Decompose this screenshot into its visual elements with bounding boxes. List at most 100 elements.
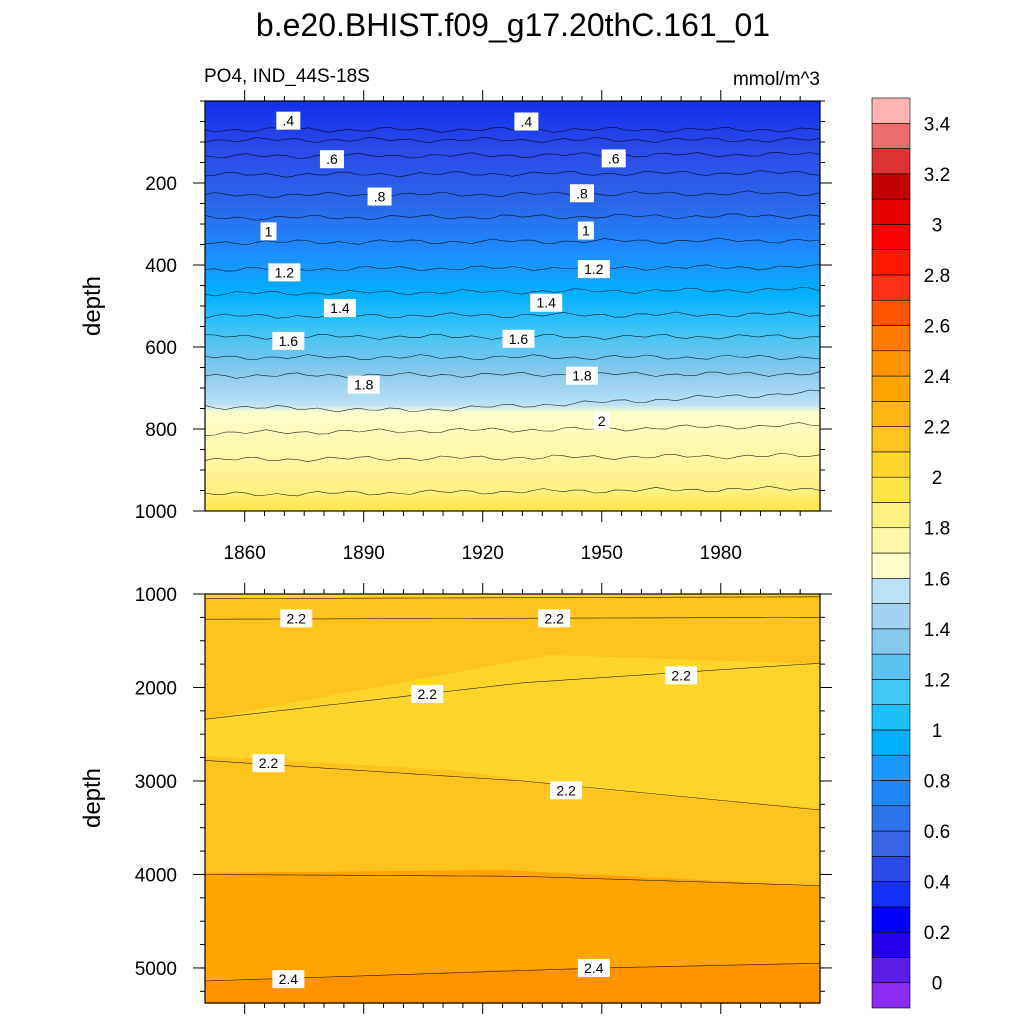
contour-label-text: 1.8 (572, 368, 592, 384)
upper-isoline-1 (204, 237, 821, 246)
lower-y-tick-label: 3000 (135, 772, 177, 793)
contour-label-text: 1.6 (279, 333, 299, 349)
upper-contour-label: 1.8 (347, 375, 380, 394)
contour-label-box (593, 411, 610, 430)
upper-x-tick-label: 1920 (462, 543, 504, 564)
contour-label-text: 2.4 (584, 960, 604, 976)
upper-isoline-0.9 (204, 213, 821, 221)
lower-contour-label: 2.2 (252, 754, 285, 773)
lower-isoline-2.2 (204, 662, 821, 720)
lower-y-tick-label: 5000 (135, 959, 177, 980)
colorbar-swatch (871, 603, 911, 630)
colorbar-swatch (871, 982, 911, 1009)
colorbar-swatch (871, 754, 911, 781)
colorbar-swatch (871, 274, 911, 301)
contour-label-box (601, 149, 626, 168)
contour-label-box (319, 150, 344, 169)
colorbar-swatch (871, 97, 911, 124)
colorbar-label: 1.6 (924, 569, 950, 590)
contour-label-box (280, 609, 313, 628)
colorbar-swatch (871, 527, 911, 554)
colorbar-label: 1.4 (924, 620, 951, 641)
colorbar-swatch (871, 780, 911, 807)
colorbar-label: 0.2 (924, 923, 950, 944)
colorbar-label: 0.6 (924, 822, 950, 843)
colorbar-swatch (871, 577, 911, 604)
lower-isoline-2.2 (204, 760, 821, 811)
upper-isoline-0.7 (204, 170, 821, 178)
lower-band-2.2-inner (205, 655, 820, 808)
chart-title: b.e20.BHIST.f09_g17.20thC.161_01 (256, 7, 770, 43)
subtitle-units: mmol/m^3 (733, 69, 820, 90)
upper-panel-fill (205, 101, 820, 511)
lower-contour-label: 2.2 (538, 609, 571, 628)
colorbar-label: 2.2 (924, 418, 950, 439)
lower-isoline-2.3 (205, 874, 821, 886)
colorbar-swatch (871, 224, 911, 250)
lower-contour-label: 2.2 (665, 666, 698, 685)
contour-label-text: .6 (608, 150, 620, 166)
colorbar-swatch (871, 856, 911, 882)
colorbar-swatch (871, 653, 911, 680)
upper-isoline-1.2 (204, 287, 821, 297)
contour-label-box (530, 293, 563, 312)
upper-contour-label: 1 (577, 221, 594, 240)
lower-y-tick-label: 2000 (135, 678, 177, 699)
lower-contour-panel: 2.2 2.2 2.2 2.2 2.2 2.2 2.4 2.4 1000 2000 3000 400… (79, 583, 832, 1014)
colorbar-swatch (871, 552, 911, 579)
upper-contour-label: 1.4 (530, 293, 563, 312)
contour-label-box (268, 263, 301, 282)
contour-label-box (665, 666, 698, 685)
upper-contour-label: .8 (569, 184, 594, 203)
contour-label-box (276, 111, 301, 130)
contour-label-text: 1.4 (330, 300, 350, 316)
colorbar-label: 1.8 (924, 519, 950, 540)
upper-isoline-0.6 (204, 151, 821, 159)
contour-label-text: 1.2 (584, 261, 604, 277)
upper-y-axis-label: depth (79, 276, 106, 336)
contour-label-box (272, 331, 305, 350)
upper-contour-label: 1.2 (577, 260, 610, 279)
contour-label-box (411, 685, 444, 704)
upper-y-tick-label: 400 (145, 256, 177, 277)
colorbar-swatch (871, 122, 911, 149)
upper-contour-label: 1.6 (272, 331, 305, 350)
contour-label-box (260, 222, 277, 241)
contour-label-text: 1 (265, 223, 273, 239)
upper-contour-label: .8 (367, 187, 392, 206)
colorbar-label: 3.2 (924, 165, 950, 186)
colorbar-swatch (871, 249, 911, 276)
contour-label-box (538, 609, 571, 628)
upper-isoline-2 (204, 485, 821, 497)
upper-y-tick-label: 200 (145, 174, 177, 195)
contour-label-box (367, 187, 392, 206)
contour-label-text: .8 (374, 189, 386, 205)
upper-contour-label: 2 (593, 411, 610, 430)
colorbar-label: 2.8 (924, 266, 950, 287)
colorbar-label: 3 (932, 215, 943, 236)
contour-label-text: .8 (576, 185, 588, 201)
contour-label-text: 1 (582, 223, 590, 239)
upper-contour-label: .6 (601, 149, 626, 168)
contour-label-text: .4 (521, 114, 533, 130)
lower-isoline-2.1 (204, 596, 820, 599)
upper-x-tick-label: 1860 (224, 543, 266, 564)
contour-label-box (514, 112, 539, 131)
colorbar-swatch (871, 502, 911, 529)
colorbar-label: 2.6 (924, 317, 950, 338)
upper-isoline-1.9 (204, 453, 821, 462)
colorbar-swatch (871, 931, 911, 958)
contour-label-text: 2.2 (671, 667, 691, 683)
colorbar-swatch (871, 198, 911, 225)
contour-label-text: 1.8 (354, 377, 374, 393)
lower-isoline-2.4 (204, 963, 821, 982)
colorbar-swatch (871, 325, 911, 352)
contour-label-text: 2 (598, 413, 606, 429)
colorbar-label: 2.4 (924, 367, 951, 388)
lower-panel-frame (204, 593, 821, 1004)
colorbar-swatch (871, 375, 911, 402)
lower-y-tick-label: 4000 (135, 865, 177, 886)
colorbar-swatch (871, 704, 911, 731)
upper-isoline-1.5 (204, 354, 821, 361)
